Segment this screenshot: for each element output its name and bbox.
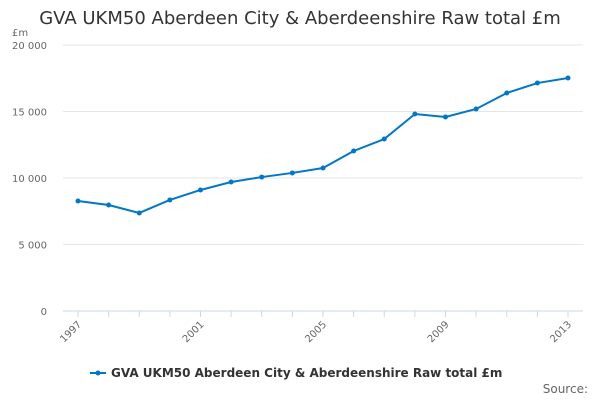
y-tick-label: 20 000 xyxy=(12,41,47,52)
data-point xyxy=(136,210,142,216)
data-point xyxy=(320,165,326,171)
data-point xyxy=(504,90,510,96)
data-point xyxy=(565,75,571,81)
data-point xyxy=(412,111,418,117)
data-point xyxy=(259,174,265,180)
legend-marker xyxy=(95,370,101,376)
data-point xyxy=(75,198,81,204)
y-axis-label: £m xyxy=(12,28,28,39)
data-point xyxy=(534,80,540,86)
data-point xyxy=(443,114,448,120)
data-point xyxy=(473,106,479,112)
data-point xyxy=(198,187,203,193)
y-tick-label: 0 xyxy=(41,307,47,318)
x-tick-label: 2013 xyxy=(548,319,574,345)
chart-title: GVA UKM50 Aberdeen City & Aberdeenshire … xyxy=(39,8,561,29)
y-tick-label: 10 000 xyxy=(12,174,47,185)
x-tick-label: 2005 xyxy=(303,319,329,345)
y-tick-label: 5 000 xyxy=(18,241,47,252)
x-tick-label: 2001 xyxy=(181,319,207,345)
data-point xyxy=(106,202,112,208)
y-tick-label: 15 000 xyxy=(12,108,47,119)
legend[interactable]: GVA UKM50 Aberdeen City & Aberdeenshire … xyxy=(90,366,502,380)
x-tick-label: 2009 xyxy=(426,319,452,345)
data-point xyxy=(228,179,234,185)
series-line xyxy=(77,76,569,215)
x-tick-label: 1997 xyxy=(58,319,84,345)
data-point xyxy=(351,148,357,154)
data-point xyxy=(167,197,173,203)
source-label: Source: xyxy=(542,382,588,396)
data-point xyxy=(381,136,387,142)
legend-label: GVA UKM50 Aberdeen City & Aberdeenshire … xyxy=(111,366,502,380)
data-point xyxy=(289,170,295,176)
